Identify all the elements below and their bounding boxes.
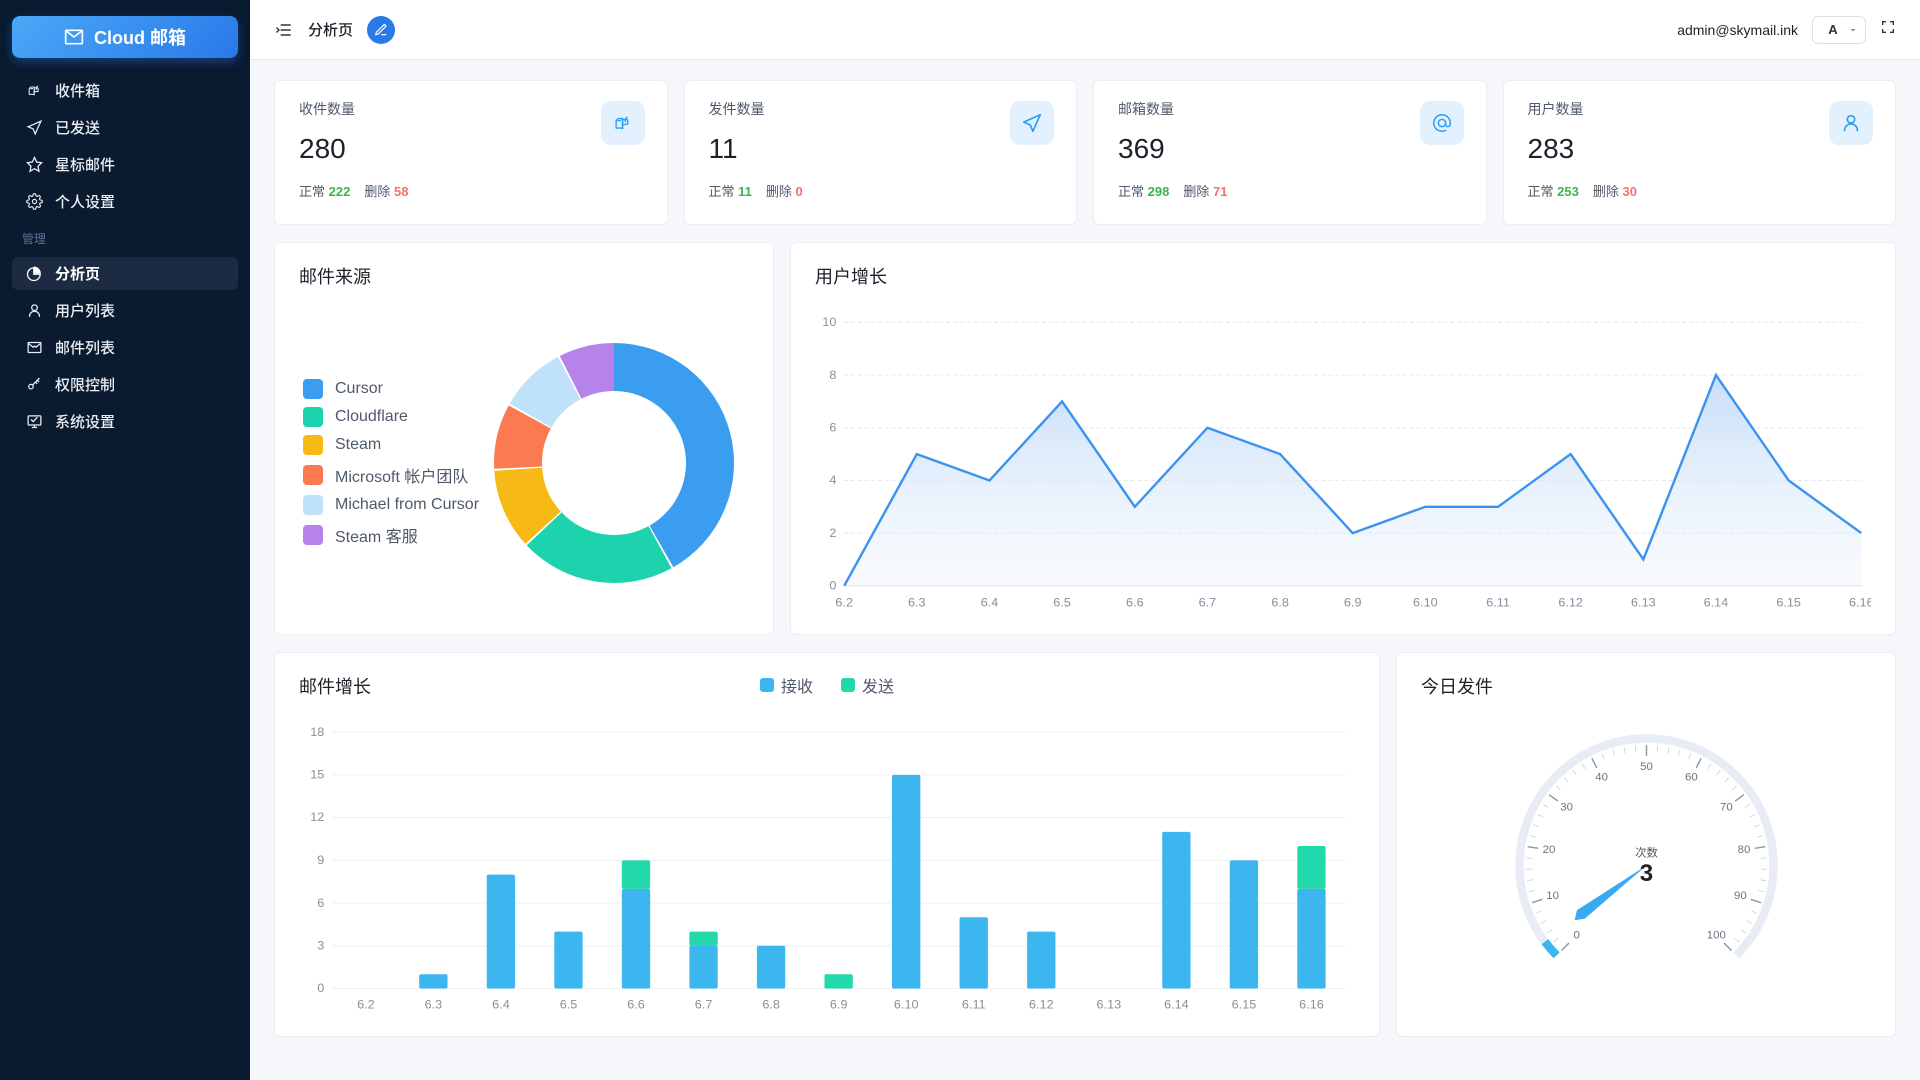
svg-text:6.6: 6.6 (627, 998, 645, 1012)
svg-text:6.16: 6.16 (1849, 596, 1871, 610)
svg-text:0: 0 (1573, 929, 1579, 941)
svg-text:60: 60 (1684, 772, 1697, 784)
svg-text:6.4: 6.4 (492, 998, 510, 1012)
svg-text:15: 15 (310, 768, 324, 782)
svg-text:6.15: 6.15 (1232, 998, 1257, 1012)
svg-text:6.5: 6.5 (1053, 596, 1071, 610)
svg-text:6.3: 6.3 (908, 596, 926, 610)
svg-text:8: 8 (829, 368, 836, 382)
svg-text:6.10: 6.10 (894, 998, 919, 1012)
svg-text:70: 70 (1720, 801, 1733, 813)
svg-text:6.4: 6.4 (981, 596, 999, 610)
svg-text:6.10: 6.10 (1413, 596, 1438, 610)
svg-text:6.9: 6.9 (830, 998, 848, 1012)
svg-text:6.12: 6.12 (1558, 596, 1583, 610)
svg-text:6.8: 6.8 (1271, 596, 1289, 610)
svg-text:6.13: 6.13 (1631, 596, 1656, 610)
svg-text:6.14: 6.14 (1164, 998, 1189, 1012)
svg-text:30: 30 (1560, 801, 1573, 813)
svg-text:80: 80 (1737, 844, 1750, 856)
svg-text:6.3: 6.3 (425, 998, 443, 1012)
svg-text:6.9: 6.9 (1344, 596, 1362, 610)
svg-text:6.14: 6.14 (1704, 596, 1729, 610)
svg-text:6.16: 6.16 (1299, 998, 1324, 1012)
svg-text:50: 50 (1640, 761, 1653, 773)
svg-text:6.15: 6.15 (1776, 596, 1801, 610)
svg-text:6.13: 6.13 (1097, 998, 1122, 1012)
svg-text:2: 2 (829, 526, 836, 540)
svg-text:100: 100 (1706, 929, 1725, 941)
svg-text:10: 10 (1546, 890, 1559, 902)
svg-text:6.2: 6.2 (357, 998, 375, 1012)
svg-text:6: 6 (829, 421, 836, 435)
svg-text:90: 90 (1734, 890, 1747, 902)
svg-text:40: 40 (1595, 772, 1608, 784)
svg-text:4: 4 (829, 473, 836, 487)
svg-text:18: 18 (310, 725, 324, 739)
svg-text:6: 6 (317, 896, 324, 910)
svg-text:6.2: 6.2 (835, 596, 853, 610)
svg-text:6.11: 6.11 (1486, 596, 1510, 610)
svg-text:3: 3 (1639, 860, 1652, 887)
svg-text:10: 10 (822, 315, 836, 329)
svg-text:6.11: 6.11 (962, 998, 986, 1012)
svg-text:9: 9 (317, 853, 324, 867)
svg-text:6.6: 6.6 (1126, 596, 1144, 610)
svg-text:0: 0 (829, 579, 836, 593)
svg-text:6.7: 6.7 (695, 998, 713, 1012)
svg-text:3: 3 (317, 939, 324, 953)
svg-text:6.12: 6.12 (1029, 998, 1054, 1012)
svg-text:6.8: 6.8 (762, 998, 780, 1012)
svg-text:次数: 次数 (1635, 845, 1658, 859)
svg-text:6.7: 6.7 (1199, 596, 1217, 610)
svg-text:6.5: 6.5 (560, 998, 578, 1012)
svg-text:20: 20 (1542, 844, 1555, 856)
svg-text:0: 0 (317, 982, 324, 996)
svg-text:12: 12 (310, 811, 324, 825)
